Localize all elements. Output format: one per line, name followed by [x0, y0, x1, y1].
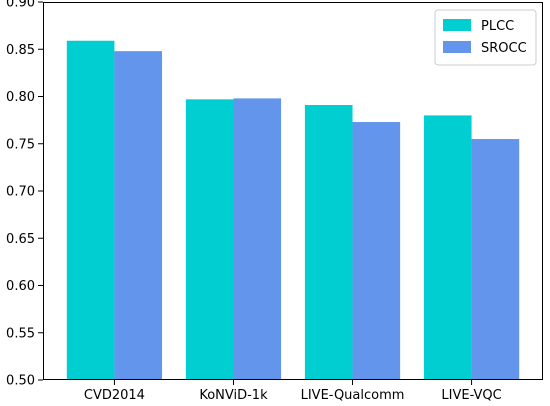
legend: PLCC SROCC: [434, 9, 537, 66]
x-tick-label: LIVE-VQC: [441, 388, 501, 403]
y-axis: 0.50 0.55 0.60 0.65 0.70 0.75 0.80 0.85 0.90: [6, 0, 43, 389]
y-tick-label: 0.60: [6, 279, 35, 294]
bar-srocc-live-vqc: [471, 139, 520, 380]
y-tick-label: 0.85: [6, 43, 35, 58]
bar-srocc-cvd2014: [114, 51, 163, 380]
legend-swatch-plcc: [443, 19, 471, 31]
bar-plcc-live-qualcomm: [304, 105, 353, 380]
bars-group: [66, 40, 520, 381]
y-tick-label: 0.70: [6, 185, 35, 200]
y-tick-label: 0.90: [6, 0, 35, 11]
legend-label-srocc: SROCC: [481, 41, 527, 56]
y-tick-label: 0.75: [6, 137, 35, 152]
x-axis: CVD2014 KoNViD-1k LIVE-Qualcomm LIVE-VQC: [84, 380, 502, 403]
y-tick-label: 0.50: [6, 374, 35, 389]
x-tick-label: LIVE-Qualcomm: [301, 388, 405, 403]
y-tick-label: 0.65: [6, 232, 35, 247]
plot-frame: [43, 2, 543, 380]
bar-srocc-live-qualcomm: [352, 122, 401, 380]
legend-swatch-srocc: [443, 41, 471, 53]
bar-plcc-konvid-1k: [185, 99, 234, 381]
bar-srocc-konvid-1k: [233, 98, 282, 380]
legend-label-plcc: PLCC: [481, 19, 514, 34]
x-tick-label: CVD2014: [84, 388, 145, 403]
bar-plcc-cvd2014: [66, 40, 115, 381]
x-tick-label: KoNViD-1k: [199, 388, 268, 403]
bar-plcc-live-vqc: [423, 115, 472, 381]
y-tick-label: 0.80: [6, 90, 35, 105]
y-tick-label: 0.55: [6, 326, 35, 341]
